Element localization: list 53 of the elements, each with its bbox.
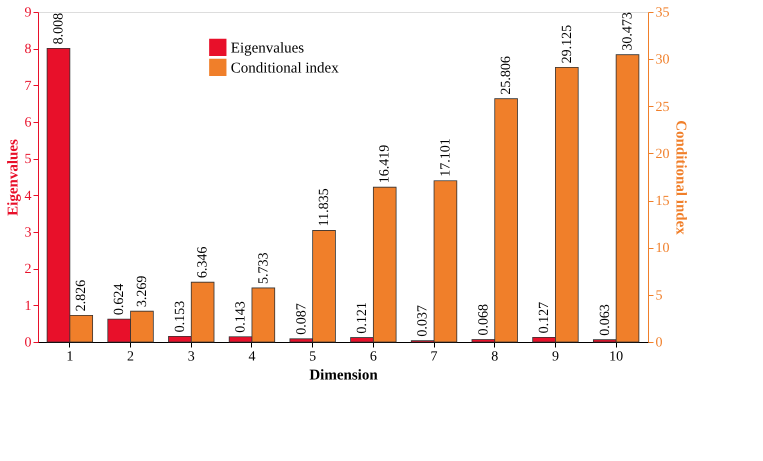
x-tick-label: 7 [430, 350, 438, 364]
data-label: 25.806 [499, 56, 514, 95]
x-tick-label: 1 [66, 350, 74, 364]
data-label: 0.087 [294, 303, 310, 335]
data-label: 0.068 [476, 304, 492, 336]
y-tick-label: 7 [24, 78, 32, 94]
data-label: 0.153 [172, 300, 188, 332]
y2-tick-label: 10 [656, 241, 670, 256]
y-tick-label: 5 [24, 152, 32, 168]
y-tick-label: 2 [24, 262, 32, 278]
y-tick-label: 3 [24, 226, 32, 240]
y2-tick-label: 25 [656, 100, 670, 115]
x-tick-label: 9 [552, 350, 559, 364]
x-tick-label: 8 [491, 350, 498, 364]
x-tick-label: 4 [248, 350, 256, 364]
y-tick-label: 9 [24, 6, 32, 20]
data-label: 2.826 [74, 280, 90, 312]
data-label: 17.101 [438, 138, 454, 177]
data-label: 16.419 [378, 144, 393, 184]
data-label: 0.143 [234, 301, 249, 333]
y-tick-label: 6 [24, 116, 32, 130]
y2-tick-label: 0 [656, 336, 662, 350]
x-tick-label: 3 [188, 350, 195, 364]
legend-label: Eigenvalues [230, 40, 304, 56]
legend-label: Conditional index [230, 60, 340, 76]
y2-tick-label: 15 [656, 194, 670, 210]
data-label: 8.008 [51, 12, 66, 44]
data-label: 30.473 [620, 12, 636, 51]
data-label: 0.063 [598, 304, 613, 336]
x-tick-label: 10 [609, 350, 624, 364]
x-axis-title: Dimension [309, 368, 378, 384]
data-label: 0.624 [112, 284, 128, 316]
y2-tick-label: 5 [656, 288, 662, 304]
y-tick-label: 4 [24, 188, 32, 204]
y2-axis-title: Conditional index [672, 120, 688, 236]
y-tick-label: 8 [24, 42, 32, 58]
y2-tick-label: 20 [656, 146, 670, 162]
y2-tick-label: 35 [656, 6, 670, 20]
data-label: 0.121 [354, 302, 370, 334]
y-axis-title: Eigenvalues [6, 139, 22, 216]
data-label: 5.733 [256, 252, 272, 284]
x-tick-label: 6 [370, 350, 377, 364]
x-tick-label: 5 [309, 350, 316, 364]
data-label: 0.127 [537, 302, 552, 334]
data-label: 6.346 [196, 246, 211, 278]
y-tick-label: 1 [24, 298, 32, 314]
x-tick-label: 2 [127, 350, 134, 364]
data-label: 3.269 [134, 276, 150, 308]
data-label: 0.037 [416, 305, 431, 337]
y2-tick-label: 30 [656, 52, 670, 68]
y-tick-label: 0 [24, 336, 32, 350]
data-label: 11.835 [317, 188, 332, 226]
data-label: 29.125 [560, 24, 575, 64]
